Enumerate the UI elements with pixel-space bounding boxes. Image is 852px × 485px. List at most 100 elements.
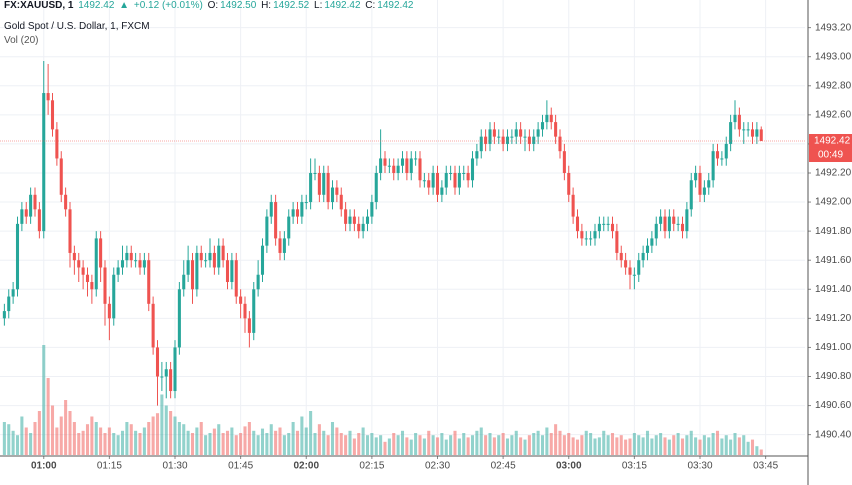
volume-bar: [676, 433, 680, 455]
volume-bar: [549, 433, 553, 455]
c-label: C:: [365, 0, 376, 11]
candle-body: [247, 318, 251, 333]
candle-body: [427, 180, 431, 188]
candle-body: [134, 260, 138, 262]
candle-body: [440, 187, 444, 195]
volume-bar: [72, 422, 76, 455]
candle-body: [59, 158, 63, 195]
volume-bar: [396, 435, 400, 455]
volume-bar: [77, 433, 81, 455]
volume-bar: [155, 413, 160, 455]
countdown-label: 00:49: [818, 150, 843, 161]
candle-body: [326, 172, 330, 203]
candle-body: [462, 172, 466, 174]
volume-bar: [221, 433, 225, 455]
candle-body: [169, 369, 173, 392]
candle-body: [265, 216, 269, 246]
candle-body: [212, 252, 216, 268]
volume-bar: [435, 437, 440, 455]
volume-bar: [733, 433, 737, 455]
candle-body: [357, 223, 361, 232]
y-tick-label: 1491.40: [815, 284, 852, 295]
x-tick-label: 02:45: [491, 461, 516, 472]
volume-bar: [536, 430, 540, 455]
candle-body: [29, 194, 33, 217]
candle-body: [400, 158, 405, 166]
y-tick-label: 1492.60: [815, 109, 852, 120]
volume-bar: [505, 438, 510, 455]
candle-body: [120, 260, 125, 268]
y-tick-label: 1493.20: [815, 22, 852, 33]
volume-bar: [514, 430, 518, 455]
c-value: 1492.42: [377, 0, 414, 11]
volume-bar: [624, 439, 628, 455]
volume-bar: [138, 433, 142, 455]
y-tick-label: 1492.20: [815, 168, 852, 179]
candle-body: [225, 260, 230, 283]
volume-bar: [519, 437, 523, 455]
volume-bar: [440, 433, 444, 455]
candle-body: [11, 289, 15, 297]
candle-body: [685, 209, 689, 232]
candle-body: [182, 274, 186, 290]
candle-body: [392, 165, 396, 173]
arrow: ▲: [119, 0, 130, 11]
volume-bar: [737, 437, 741, 455]
candle-body: [208, 252, 212, 261]
volume-bar: [619, 435, 623, 455]
volume-bar: [694, 437, 698, 455]
x-tick-label: 03:30: [687, 461, 712, 472]
candle-body: [593, 231, 597, 239]
candle-body: [501, 136, 505, 144]
candle-body: [702, 187, 706, 195]
candle-body: [514, 129, 518, 137]
volume-bar: [317, 424, 321, 455]
volume-bar: [409, 439, 413, 455]
candle-body: [68, 209, 72, 253]
x-tick-label: 02:30: [425, 461, 450, 472]
volume-bar: [405, 437, 409, 455]
volume-bar: [680, 438, 685, 455]
candle-body: [729, 122, 733, 144]
volume-bar: [309, 411, 313, 455]
volume-bar: [282, 435, 286, 455]
candle-body: [466, 172, 470, 181]
candle-body: [414, 158, 418, 160]
symbol: FX:XAUUSD, 1: [4, 0, 74, 11]
volume-bar: [379, 435, 383, 455]
candle-body: [151, 303, 155, 348]
h-value: 1492.52: [273, 0, 310, 11]
price-badge: [809, 134, 852, 149]
volume-bar: [15, 435, 20, 455]
volume-bar: [755, 446, 759, 455]
candle-body: [274, 202, 278, 239]
volume-bar: [247, 422, 251, 455]
volume-bar: [470, 435, 475, 455]
volume-bar: [230, 427, 234, 455]
volume-bar: [348, 430, 352, 455]
volume-bar: [81, 430, 85, 455]
x-tick-label: 01:45: [228, 461, 253, 472]
volume-bar: [7, 424, 11, 455]
volume-bar: [457, 438, 461, 455]
volume-bar: [50, 405, 55, 455]
candle-body: [269, 202, 273, 217]
volume-bar: [33, 422, 37, 455]
volume-bar: [269, 424, 273, 455]
volume-bar: [300, 416, 304, 455]
candle-body: [383, 158, 387, 166]
x-tick-label: 02:15: [359, 461, 384, 472]
volume-bar: [173, 416, 177, 455]
y-tick-label: 1491.80: [815, 226, 852, 237]
volume-bar: [164, 405, 168, 455]
volume-bar: [597, 437, 601, 455]
volume-bar: [479, 427, 483, 455]
candle-body: [720, 158, 724, 160]
volume-bar: [431, 435, 435, 455]
volume-bar: [344, 435, 348, 455]
volume-bar: [545, 427, 549, 455]
volume-bar: [291, 422, 295, 455]
candle-body: [715, 151, 720, 159]
volume-bar: [204, 435, 208, 455]
volume-bar: [42, 345, 46, 455]
